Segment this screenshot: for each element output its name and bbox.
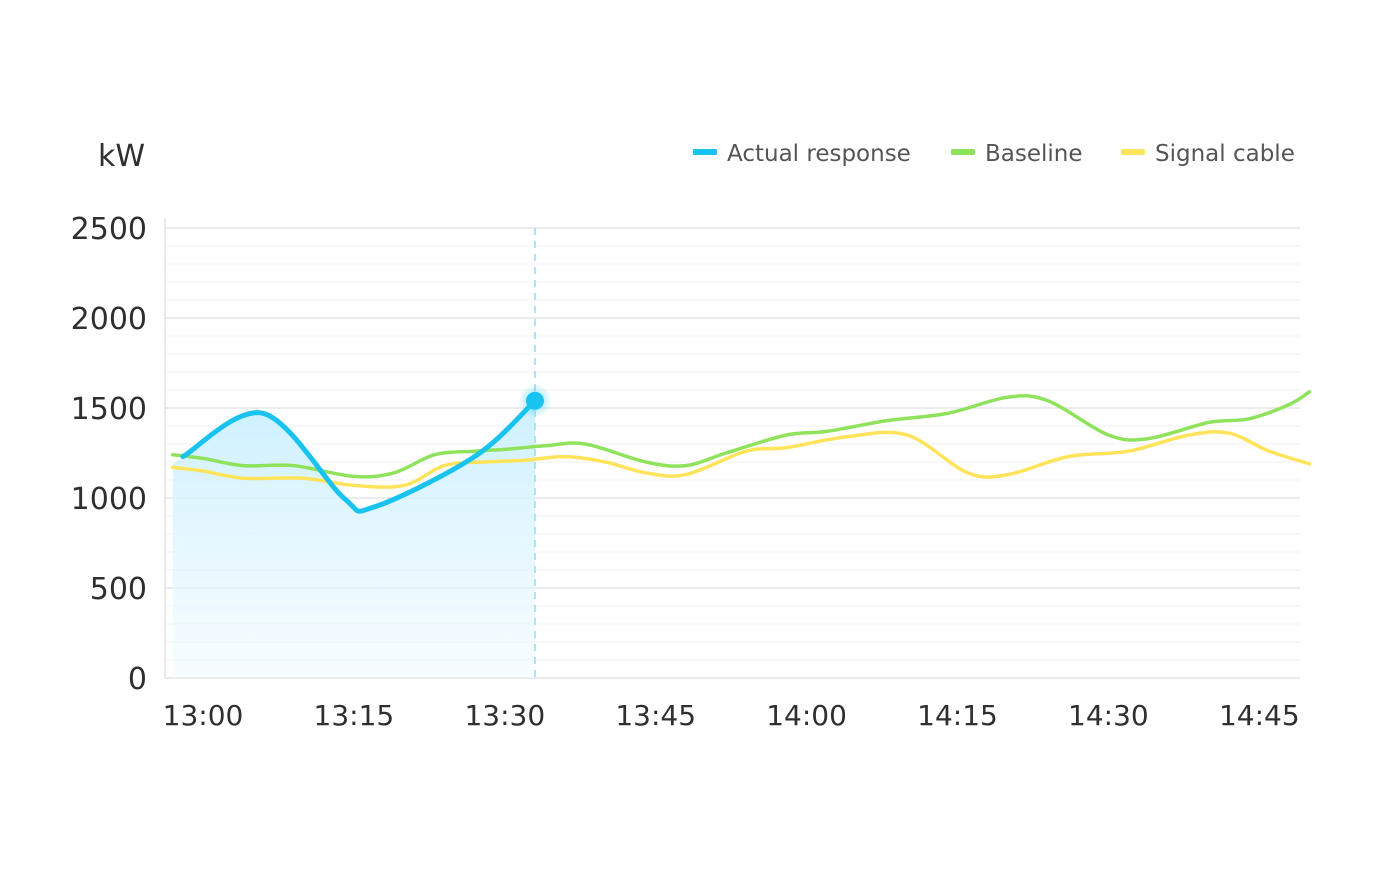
legend-swatch-signal [1121,149,1145,155]
y-tick-label: 1000 [71,482,147,517]
y-tick-label: 1500 [71,392,147,427]
baseline-line [171,390,1312,479]
legend-label-actual: Actual response [727,141,911,167]
x-tick-label: 13:15 [314,699,395,732]
legend-swatch-baseline [951,149,975,155]
actual-response-line [180,398,538,514]
y-tick-label: 2000 [71,302,147,337]
x-tick-label: 13:45 [615,699,696,732]
x-tick-label: 13:00 [163,699,244,732]
actual-response-area [172,400,535,678]
current-point-marker[interactable] [525,391,544,410]
y-axis-unit-label: kW [98,139,145,174]
x-tick-label: 14:00 [766,699,847,732]
x-tick-label: 14:30 [1068,699,1149,732]
y-tick-label: 500 [90,572,147,607]
x-tick-label: 13:30 [464,699,545,732]
legend-label-signal: Signal cable [1155,141,1295,167]
y-axis-ticks: 0 500 1000 1500 2000 2500 [71,212,147,697]
x-tick-label: 14:45 [1219,699,1300,732]
y-tick-label: 2500 [71,212,147,247]
legend: Actual response Baseline Signal cable [693,141,1295,167]
x-tick-label: 14:15 [917,699,998,732]
signal-cable-line [171,430,1312,489]
y-tick-label: 0 [128,662,147,697]
legend-swatch-actual [693,149,717,155]
x-axis-ticks: 13:00 13:15 13:30 13:45 14:00 14:15 14:30 14:45 [163,699,1300,732]
legend-label-baseline: Baseline [985,141,1083,167]
